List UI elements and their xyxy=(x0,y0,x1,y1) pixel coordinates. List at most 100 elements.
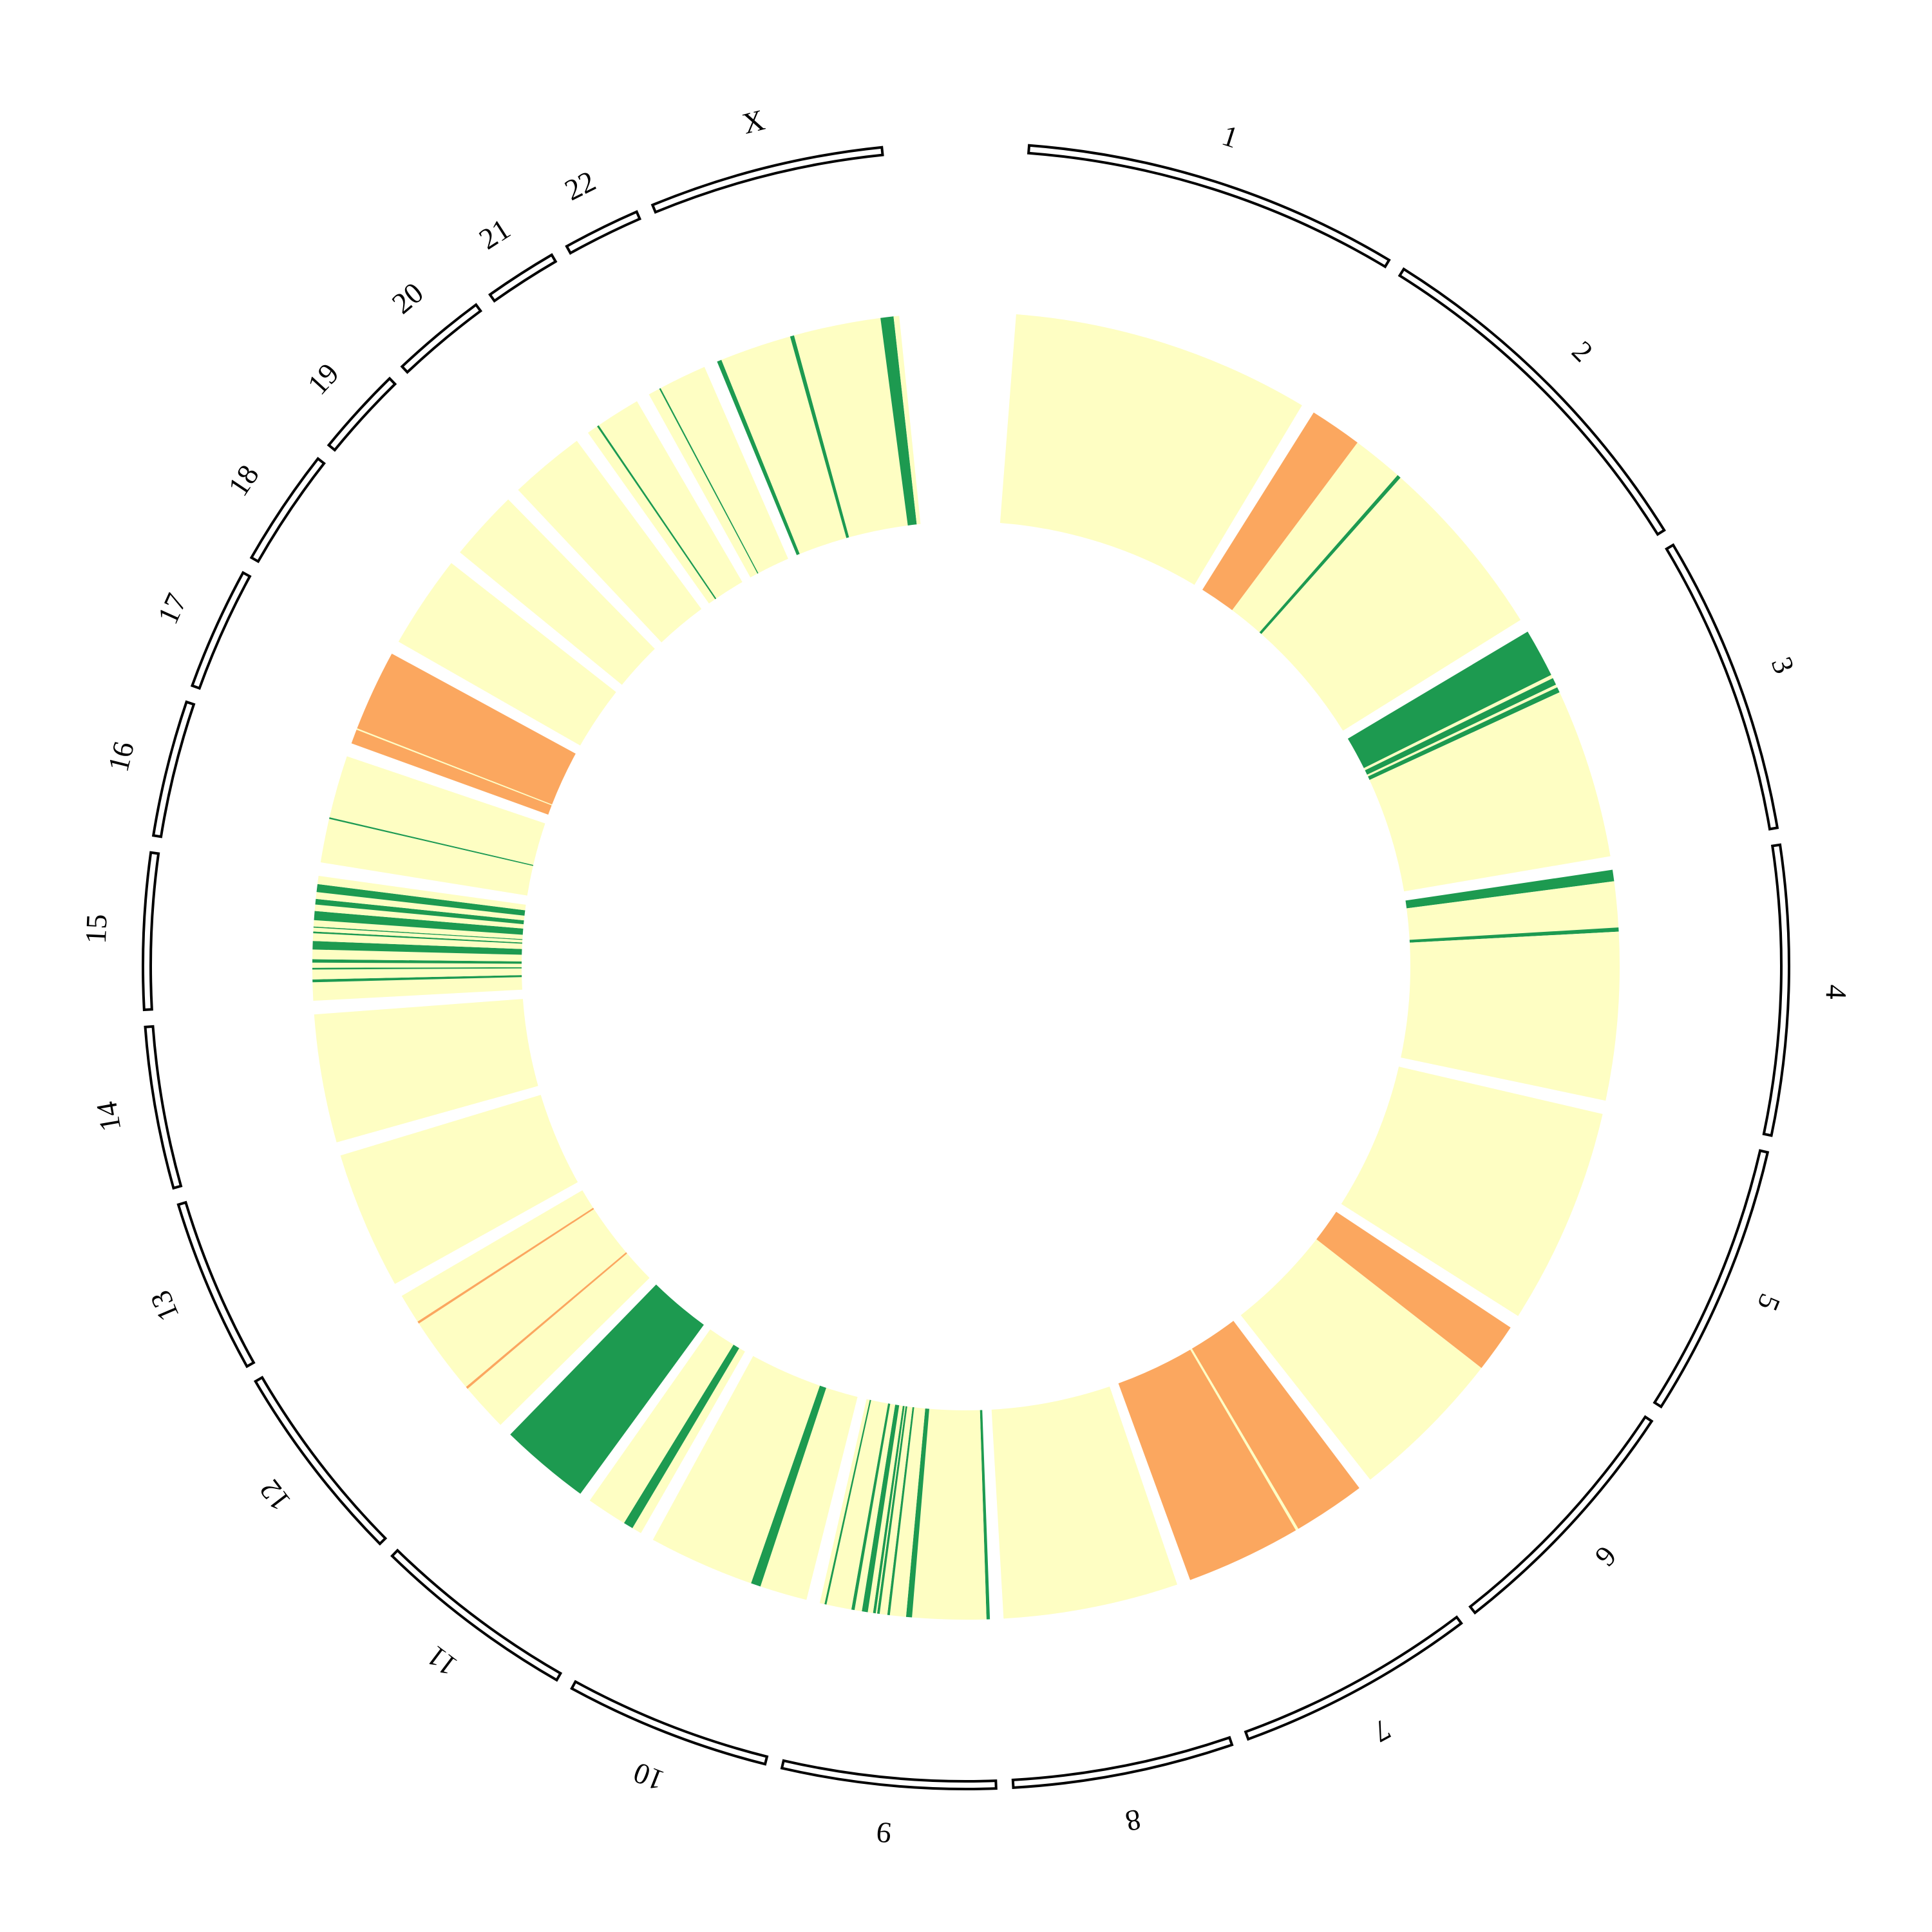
chromosome-9-segment-9-yellow xyxy=(867,1405,903,1613)
chromosome-2: 2 xyxy=(1202,267,1666,731)
chromosome-6-label: 6 xyxy=(1589,1540,1623,1573)
chromosome-15-segment-4-yellow xyxy=(312,962,522,968)
chromosome-16-segment-2-yellow xyxy=(329,756,545,865)
chromosome-20-label: 20 xyxy=(386,276,430,320)
chromosome-15: 15 xyxy=(79,851,526,1012)
chromosome-17-segment-1-yellow xyxy=(356,728,553,806)
chromosome-10-segment-1-green xyxy=(751,1385,826,1587)
chromosome-15-segment-9-green xyxy=(313,931,522,944)
chromosome-15-segment-3-green xyxy=(312,967,522,970)
chromosome-9: 9 xyxy=(780,1399,998,1850)
chromosome-15-segment-1-green xyxy=(312,975,522,983)
chromosome-21-segment-1-green xyxy=(597,425,717,600)
chromosome-5-segment-0-yellow xyxy=(1341,1066,1603,1316)
chromosome-X-segment-5-yellow xyxy=(893,316,921,525)
chromosome-9-segment-15-yellow xyxy=(819,1399,870,1604)
chromosome-12-segment-3-orange xyxy=(417,1208,594,1324)
chromosome-3-ideogram-outline xyxy=(1665,543,1779,831)
chromosome-7-segment-0-orange xyxy=(1191,1321,1359,1529)
chromosome-15-segment-15-green xyxy=(315,898,524,925)
chromosome-21-segment-2-yellow xyxy=(598,401,743,599)
chromosome-9-segment-7-yellow xyxy=(875,1406,906,1614)
chromosome-4-segment-0-green xyxy=(1405,869,1615,909)
chromosome-9-segment-10-green xyxy=(862,1405,900,1613)
chromosome-15-segment-16-yellow xyxy=(316,892,525,921)
chromosome-13-segment-0-yellow xyxy=(340,1095,578,1284)
chromosome-X-segment-0-green xyxy=(717,359,800,556)
chromosome-9-ideogram-outline xyxy=(780,1759,998,1790)
chromosome-6-ideogram-outline xyxy=(1468,1415,1654,1615)
chromosome-11-ideogram-outline xyxy=(390,1548,563,1682)
chromosome-19-label: 19 xyxy=(301,357,345,401)
chromosome-18-segment-0-yellow xyxy=(398,563,616,746)
chromosome-21-segment-0-yellow xyxy=(587,426,715,604)
chromosome-15-segment-17-green xyxy=(316,884,526,916)
chromosome-11-segment-3-green xyxy=(510,1284,704,1494)
chromosome-22-segment-1-green xyxy=(659,388,759,574)
chromosome-10: 10 xyxy=(570,1356,858,1797)
chromosome-15-segment-14-yellow xyxy=(314,904,524,929)
chromosome-15-segment-2-yellow xyxy=(312,968,522,980)
chromosome-3-label: 3 xyxy=(1765,652,1801,677)
chromosome-9-segment-1-yellow xyxy=(912,1408,987,1620)
chromosome-3: 3 xyxy=(1347,543,1801,892)
chromosome-9-segment-2-green xyxy=(905,1408,929,1618)
chromosome-19-ideogram-outline xyxy=(327,376,397,452)
chromosome-11-segment-0-yellow xyxy=(632,1348,745,1533)
chromosome-5-ideogram-outline xyxy=(1653,1149,1770,1409)
chromosome-15-segment-0-yellow xyxy=(312,977,522,1001)
chromosome-2-segment-0-orange xyxy=(1202,412,1358,611)
chromosome-12-segment-0-yellow xyxy=(467,1253,650,1425)
chromosome-1-segment-0-yellow xyxy=(999,314,1302,585)
chromosome-5-label: 5 xyxy=(1751,1289,1787,1316)
chromosome-X-ideogram-outline xyxy=(650,146,884,214)
chromosome-20-ideogram-outline xyxy=(400,303,483,374)
chromosome-17-segment-0-orange xyxy=(351,730,552,815)
chromosome-12-segment-2-yellow xyxy=(419,1209,627,1387)
chromosome-10-ideogram-outline xyxy=(570,1680,769,1766)
chromosome-3-segment-5-yellow xyxy=(1369,692,1611,892)
chromosome-7-segment-2-orange xyxy=(1118,1349,1296,1580)
chromosome-9-segment-13-yellow xyxy=(826,1400,888,1610)
chromosome-9-segment-0-green xyxy=(980,1410,990,1620)
chromosome-9-segment-3-yellow xyxy=(889,1407,925,1617)
chromosome-9-segment-14-green xyxy=(824,1399,871,1605)
chromosome-15-label: 15 xyxy=(79,913,113,944)
chromosome-15-segment-11-green xyxy=(313,926,523,940)
chromosome-9-segment-11-yellow xyxy=(854,1403,896,1612)
chromosome-10-label: 10 xyxy=(629,1756,668,1797)
chromosome-21-ideogram-outline xyxy=(488,252,558,303)
chromosome-4-segment-2-green xyxy=(1409,927,1619,943)
chromosome-X-label: X xyxy=(739,103,768,140)
chromosome-6: 6 xyxy=(1240,1211,1654,1615)
chromosome-19-segment-0-yellow xyxy=(460,499,655,685)
chromosome-22-ideogram-outline xyxy=(565,210,642,255)
chromosome-18-label: 18 xyxy=(222,459,265,502)
chromosome-21-label: 21 xyxy=(473,212,516,256)
chromosome-17-ideogram-outline xyxy=(190,571,252,690)
chromosome-11-label: 11 xyxy=(421,1640,463,1683)
chromosome-9-segment-5-yellow xyxy=(879,1406,913,1615)
chromosome-1-label: 1 xyxy=(1218,118,1242,155)
chromosome-2-ideogram-outline xyxy=(1397,267,1666,536)
chromosome-16-ideogram-outline xyxy=(151,700,196,838)
chromosome-12-segment-1-orange xyxy=(466,1252,627,1389)
chromosome-1-ideogram-outline xyxy=(1027,144,1391,269)
chromosome-14: 14 xyxy=(90,999,538,1190)
chromosome-15-segment-13-green xyxy=(314,911,524,935)
chromosome-15-segment-12-yellow xyxy=(313,920,523,940)
chromosome-3-segment-2-green xyxy=(1365,678,1557,775)
chromosome-14-ideogram-outline xyxy=(144,1025,183,1190)
chromosome-15-segment-6-yellow xyxy=(312,949,522,961)
chromosome-22-segment-0-yellow xyxy=(649,388,758,578)
chromosome-8-label: 8 xyxy=(1123,1803,1144,1838)
chromosome-12-segment-4-yellow xyxy=(401,1190,593,1322)
chromosome-20-segment-0-yellow xyxy=(518,440,702,643)
chromosome-4-segment-1-yellow xyxy=(1406,881,1619,940)
chromosome-15-segment-5-green xyxy=(312,959,522,964)
chromosome-2-segment-1-yellow xyxy=(1232,442,1398,632)
chromosome-7-segment-1-yellow xyxy=(1190,1349,1299,1531)
chromosome-12-label: 12 xyxy=(252,1473,296,1517)
chromosome-3-segment-3-yellow xyxy=(1367,685,1558,777)
